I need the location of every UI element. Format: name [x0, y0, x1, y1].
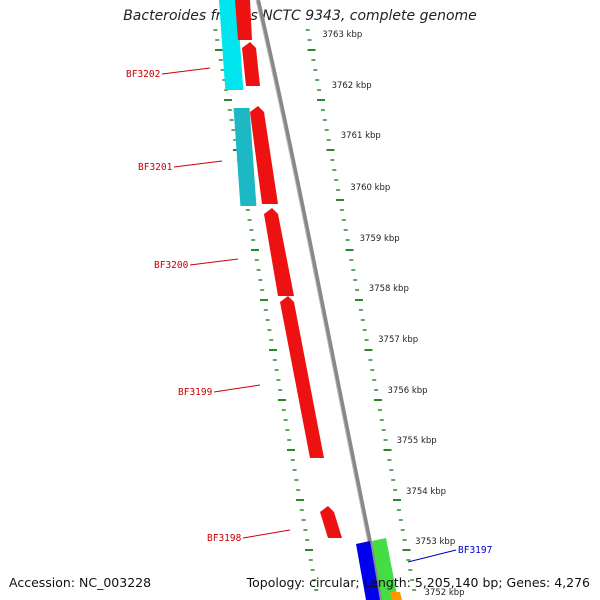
tick-label: 3756 kbp	[388, 386, 428, 396]
gene-arrow-orange[interactable]	[390, 592, 402, 600]
gene-arrow[interactable]	[250, 106, 278, 204]
tick-label: 3754 kbp	[406, 487, 446, 497]
tick-label: 3761 kbp	[341, 131, 381, 141]
tick-label: 3763 kbp	[322, 30, 362, 40]
gene-leader-line	[189, 258, 239, 266]
gene-label[interactable]: BF3197	[458, 545, 492, 556]
gene-label[interactable]: BF3202	[126, 69, 160, 80]
gene-label[interactable]: BF3201	[138, 162, 173, 173]
gene-arrow[interactable]	[320, 506, 342, 538]
tick-label: 3760 kbp	[350, 183, 390, 193]
tick-label: 3758 kbp	[369, 284, 409, 294]
outer-ruler	[305, 29, 417, 591]
gene-label[interactable]: BF3198	[207, 533, 242, 544]
gene-arrow-green[interactable]	[372, 538, 398, 600]
gene-arrow-blue[interactable]	[356, 541, 380, 600]
gene-arrow[interactable]	[242, 42, 260, 86]
gene-arrow[interactable]	[280, 296, 324, 458]
backbone-line	[256, 0, 384, 600]
gene-leader-line	[213, 384, 261, 393]
gene-arrow[interactable]	[235, 0, 252, 40]
gene-label[interactable]: BF3200	[154, 260, 189, 271]
gene-arrow[interactable]	[264, 208, 294, 296]
tick-label: 3762 kbp	[332, 81, 372, 91]
gene-labels: BF3202 BF3201 BF3200 BF3199 BF3198 BF3197	[126, 67, 492, 563]
gene-leader-line	[161, 67, 211, 75]
orf-block[interactable]	[233, 108, 257, 206]
tick-labels: 3763 kbp 3762 kbp 3761 kbp 3760 kbp 3759 kbp…	[322, 30, 464, 598]
gene-label[interactable]: BF3199	[178, 387, 213, 398]
tick-label: 3755 kbp	[397, 436, 437, 446]
inner-ruler	[213, 29, 319, 591]
tick-label: 3753 kbp	[415, 537, 455, 547]
gene-leader-line	[242, 529, 291, 539]
tick-label: 3759 kbp	[360, 234, 400, 244]
map-title: Bacteroides fragilis NCTC 9343, complete…	[123, 8, 477, 24]
gene-leader-line	[407, 549, 457, 563]
tick-label: 3757 kbp	[378, 335, 418, 345]
genome-stats-text: Topology: circular; Length: 5,205,140 bp…	[246, 575, 590, 590]
accession-text: Accession: NC_003228	[9, 575, 152, 590]
tick-label: 3752 kbp	[425, 588, 465, 598]
gene-leader-line	[173, 160, 223, 168]
